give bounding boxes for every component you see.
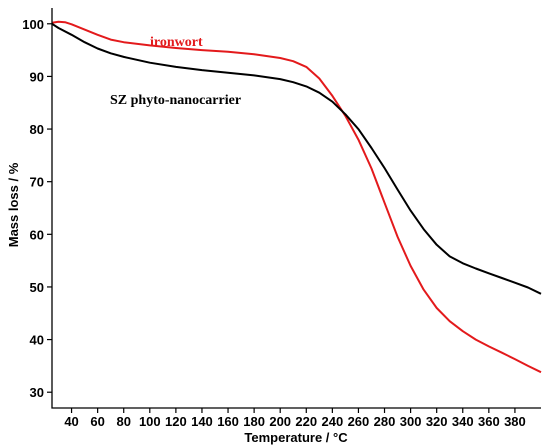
series-labels: ironwort SZ phyto-nanocarrier [110, 35, 241, 108]
x-tick-label: 160 [217, 414, 239, 429]
x-tick-label: 200 [269, 414, 291, 429]
x-axis-ticks: 40 60 80 100 120 140 160 180 200 220 240 260 280 300 3… [64, 408, 526, 429]
y-tick-label: 90 [30, 69, 44, 84]
y-tick-label: 60 [30, 227, 44, 242]
y-axis-ticks: 30 40 50 60 70 80 90 100 [22, 17, 52, 400]
x-axis-title: Temperature / °C [244, 430, 348, 445]
x-tick-label: 380 [504, 414, 526, 429]
series-label-sz-phyto-nanocarrier: SZ phyto-nanocarrier [110, 93, 241, 108]
y-tick-label: 40 [30, 333, 44, 348]
y-tick-label: 80 [30, 122, 44, 137]
x-tick-label: 100 [139, 414, 161, 429]
x-tick-label: 260 [348, 414, 370, 429]
x-tick-label: 80 [116, 414, 130, 429]
x-tick-label: 300 [400, 414, 422, 429]
y-tick-label: 100 [22, 17, 44, 32]
x-tick-label: 120 [165, 414, 187, 429]
plot-frame-axes [51, 8, 541, 409]
x-tick-label: 40 [64, 414, 78, 429]
x-tick-label: 320 [426, 414, 448, 429]
x-tick-label: 360 [478, 414, 500, 429]
x-tick-label: 140 [191, 414, 213, 429]
series-lines [51, 20, 542, 374]
series-line-sz-phyto-nanocarrier [51, 22, 542, 295]
x-tick-label: 340 [452, 414, 474, 429]
series-line-ironwort [51, 20, 542, 374]
y-tick-label: 30 [30, 385, 44, 400]
x-tick-label: 220 [295, 414, 317, 429]
y-axis-title: Mass loss / % [6, 162, 21, 247]
x-tick-label: 180 [243, 414, 265, 429]
y-tick-label: 50 [30, 280, 44, 295]
x-tick-label: 240 [322, 414, 344, 429]
x-tick-label: 60 [90, 414, 104, 429]
series-label-ironwort: ironwort [150, 35, 203, 50]
y-tick-label: 70 [30, 175, 44, 190]
x-tick-label: 280 [374, 414, 396, 429]
